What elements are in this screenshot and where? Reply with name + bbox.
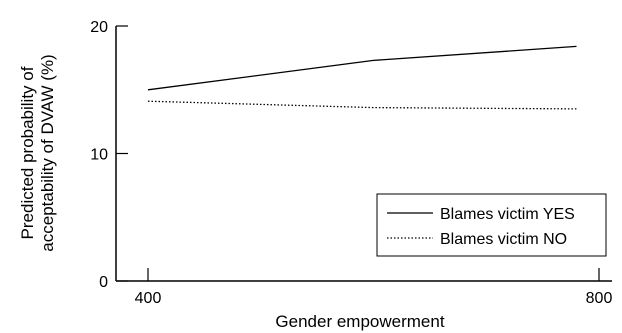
x-tick-label: 400 bbox=[135, 290, 162, 307]
legend-label-no: Blames victim NO bbox=[440, 231, 567, 248]
y-tick-label: 10 bbox=[90, 147, 108, 164]
series-layer bbox=[147, 45, 577, 110]
legend: Blames victim YES Blames victim NO bbox=[376, 193, 607, 257]
y-tick-label: 20 bbox=[90, 19, 108, 36]
series-line-blames-victim-no bbox=[147, 100, 577, 110]
legend-label-yes: Blames victim YES bbox=[440, 206, 575, 223]
x-tick-label: 800 bbox=[586, 290, 613, 307]
y-axis-label-line-2: acceptability of DVAW (%) bbox=[38, 54, 57, 251]
y-axis-label-line-1: Predicted probability of bbox=[18, 66, 37, 239]
x-axis-label: Gender empowerment bbox=[275, 312, 444, 331]
x-ticks: 400 800 bbox=[135, 268, 613, 307]
legend-box bbox=[376, 193, 607, 257]
y-ticks: 0 10 20 bbox=[90, 19, 128, 291]
series-line-blames-victim-yes bbox=[147, 45, 577, 91]
y-tick-label: 0 bbox=[99, 274, 108, 291]
